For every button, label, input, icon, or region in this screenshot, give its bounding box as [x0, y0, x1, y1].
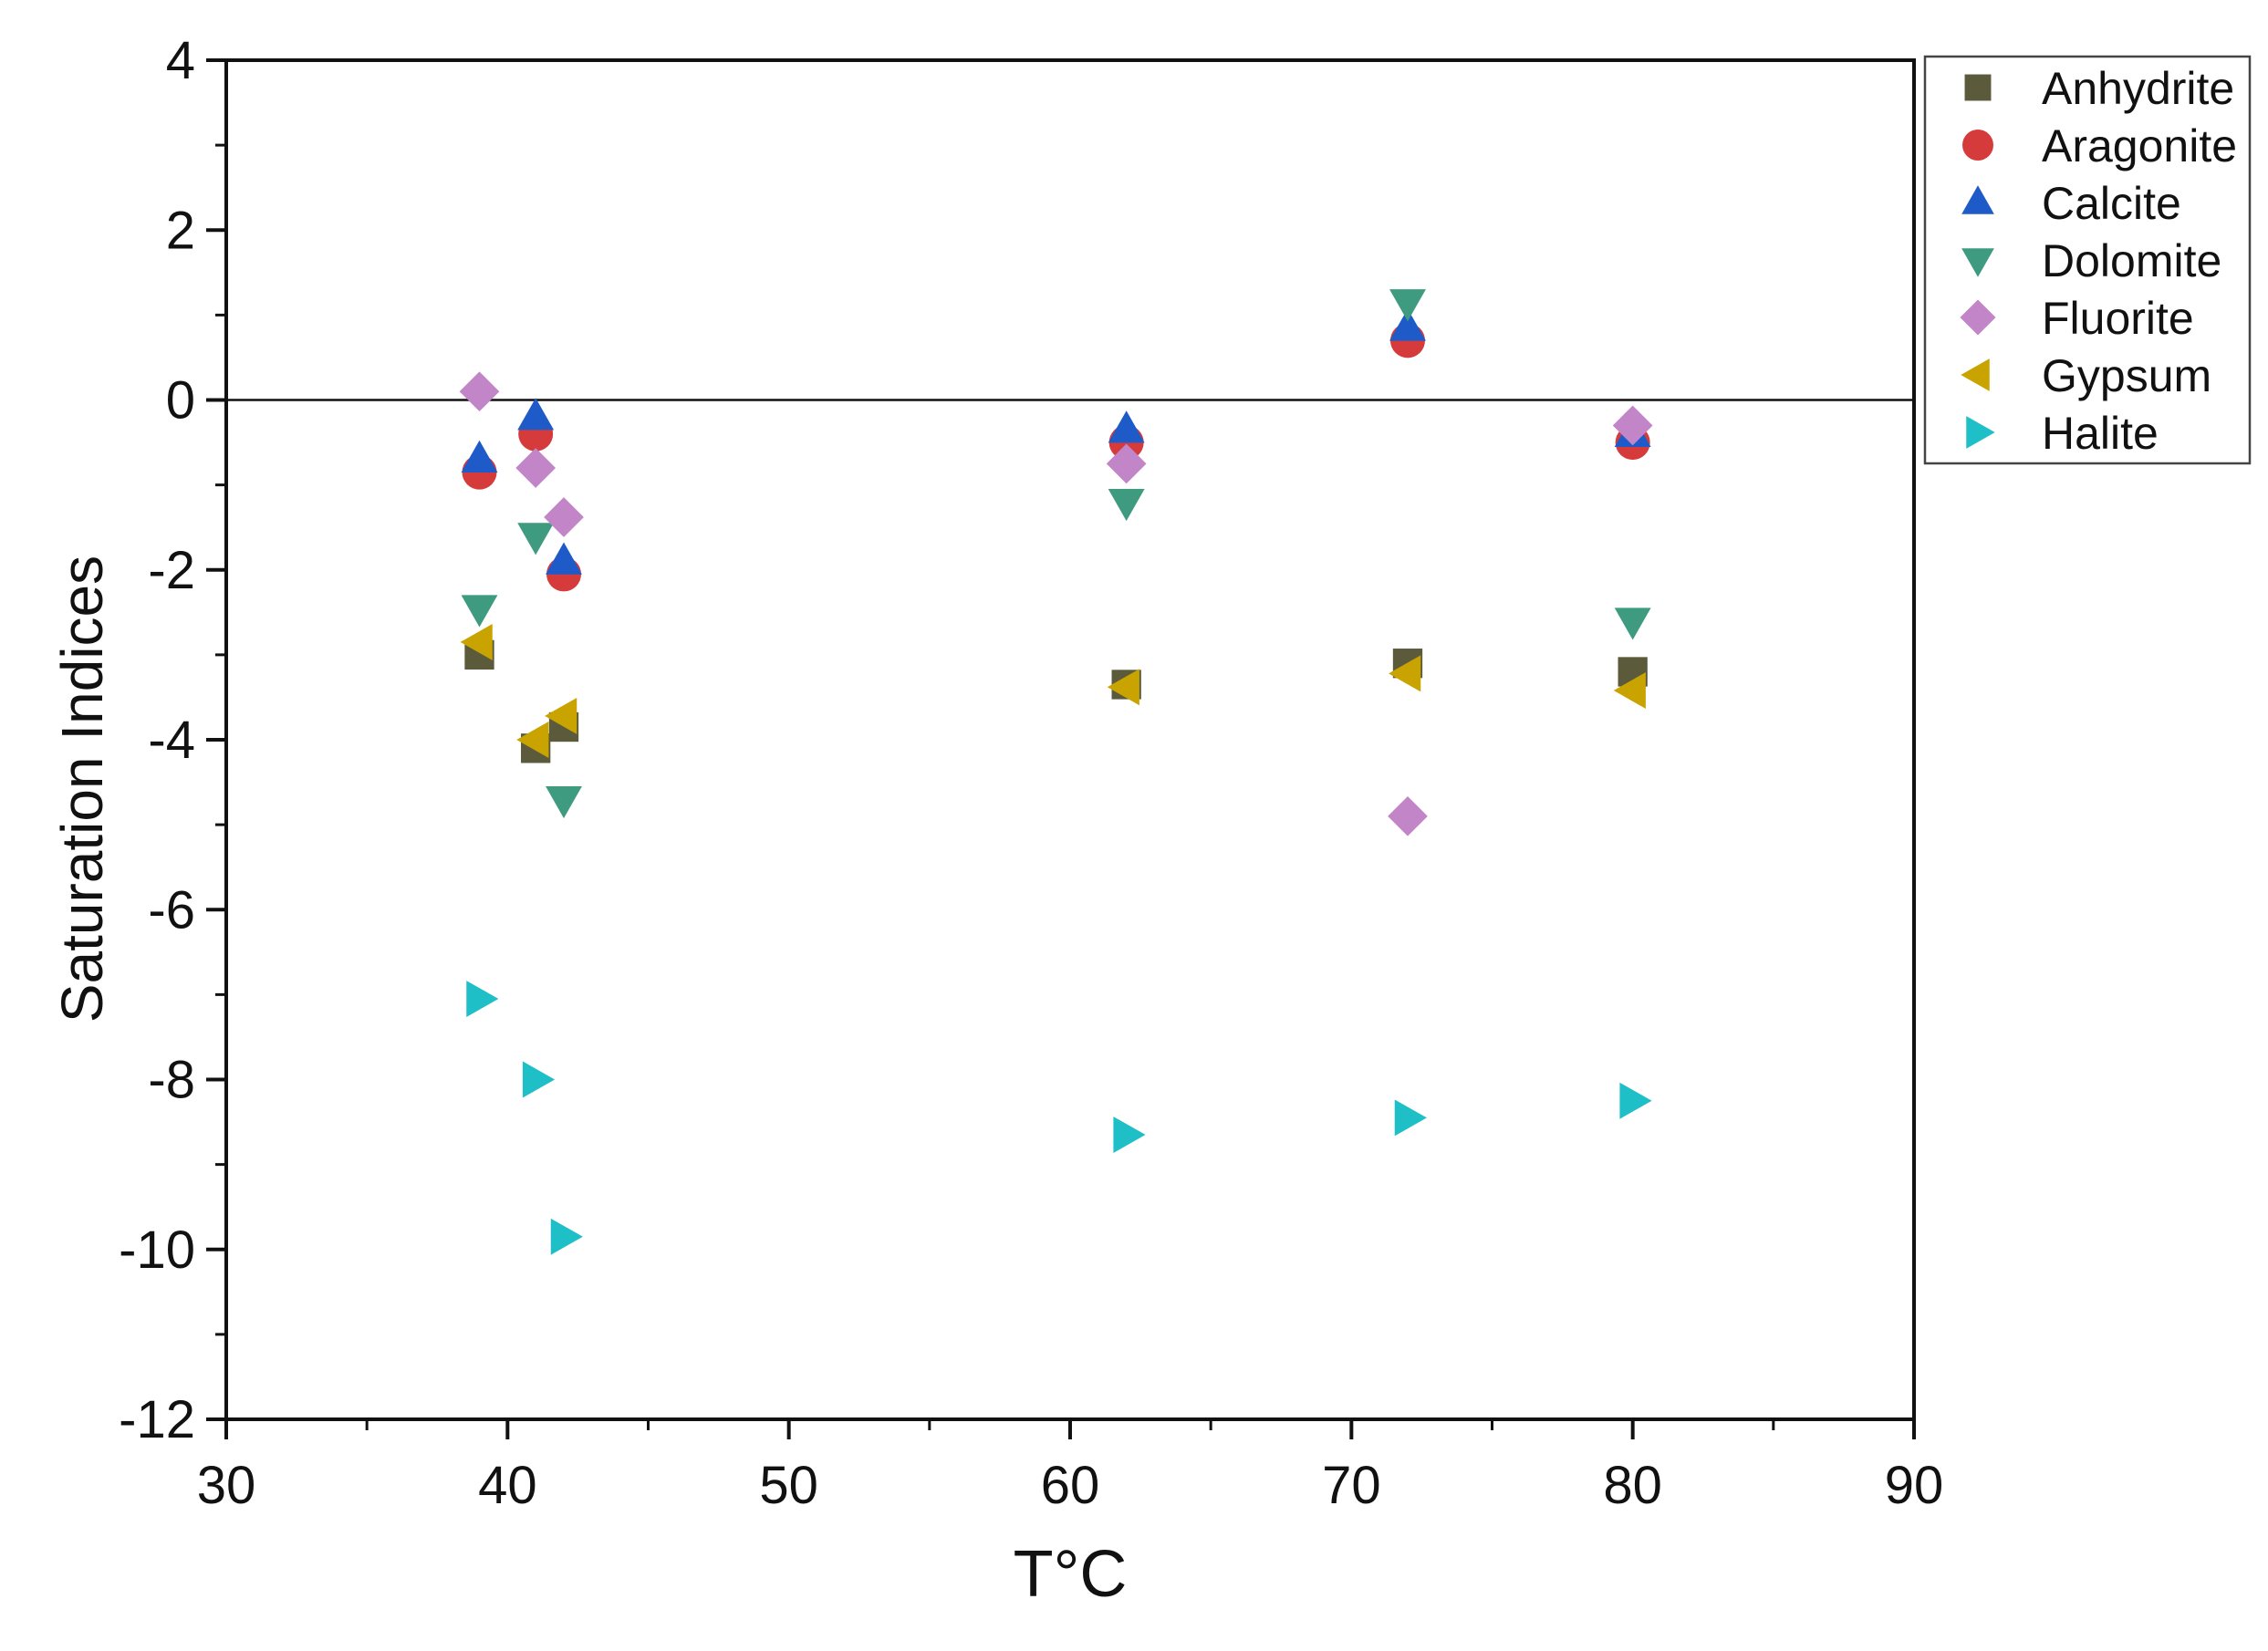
y-tick-label: 2: [166, 201, 195, 260]
dolomite-point: [1614, 607, 1651, 640]
legend-marker-calcite: [1961, 185, 1994, 214]
dolomite-point: [1108, 489, 1145, 522]
calcite-point: [1389, 308, 1426, 341]
legend-label-dolomite: Dolomite: [2042, 235, 2221, 286]
y-tick-label: -4: [148, 711, 195, 770]
legend-marker-fluorite: [1960, 299, 1996, 336]
x-tick-label: 50: [759, 1456, 818, 1515]
y-tick-label: -8: [148, 1051, 195, 1110]
data-points: [459, 289, 1653, 1255]
halite-point: [1394, 1099, 1427, 1137]
x-axis-tick-labels: 30 40 50 60 70 80 90: [197, 1456, 1944, 1515]
dolomite-point: [1389, 289, 1426, 322]
gypsum-point: [1107, 669, 1139, 706]
x-tick-label: 60: [1041, 1456, 1100, 1515]
fluorite-point: [544, 497, 584, 537]
y-axis-tick-labels: -12 -10 -8 -6 -4 -2 0 2 4: [119, 31, 195, 1449]
dolomite-point: [461, 595, 498, 628]
legend-label-halite: Halite: [2042, 408, 2159, 459]
calcite-point: [1108, 410, 1145, 443]
fluorite-point: [1106, 443, 1147, 484]
x-axis-ticks: [224, 1419, 1916, 1439]
gypsum-point: [1389, 655, 1421, 692]
fluorite-point: [1612, 405, 1653, 446]
legend-label-anhydrite: Anhydrite: [2042, 63, 2234, 114]
halite-point: [1619, 1082, 1652, 1119]
x-tick-label: 70: [1322, 1456, 1381, 1515]
fluorite-point: [459, 371, 500, 412]
dolomite-point: [517, 523, 555, 556]
legend-label-aragonite: Aragonite: [2042, 120, 2237, 171]
legend-marker-gypsum: [1961, 358, 1990, 391]
fluorite-point: [1388, 795, 1428, 836]
legend-marker-dolomite: [1961, 248, 1994, 277]
legend-marker-aragonite: [1962, 130, 1993, 161]
halite-point: [1113, 1116, 1146, 1153]
y-axis-title: Saturation Indices: [49, 556, 115, 1023]
calcite-point: [517, 398, 555, 431]
gypsum-point: [545, 697, 577, 734]
calcite-point: [546, 542, 582, 575]
halite-point: [550, 1218, 583, 1255]
y-tick-label: -12: [119, 1390, 195, 1449]
gypsum-point: [516, 722, 549, 758]
x-axis-title: T°C: [1014, 1538, 1128, 1611]
fluorite-point: [515, 448, 557, 488]
y-axis-ticks: [206, 58, 226, 1421]
dolomite-point: [546, 785, 582, 819]
gypsum-point: [1613, 672, 1646, 709]
gypsum-point: [460, 623, 493, 660]
legend-label-gypsum: Gypsum: [2042, 350, 2211, 401]
x-tick-label: 30: [197, 1456, 256, 1515]
y-tick-label: -2: [148, 541, 195, 600]
legend: Anhydrite Aragonite Calcite Dolomite Fluorit…: [1923, 55, 2252, 465]
y-tick-label: 0: [166, 371, 195, 431]
legend-label-fluorite: Fluorite: [2042, 293, 2194, 344]
legend-label-calcite: Calcite: [2042, 178, 2181, 229]
y-tick-label: -10: [119, 1220, 195, 1280]
x-tick-label: 40: [478, 1456, 537, 1515]
halite-point: [466, 981, 499, 1017]
y-tick-label: 4: [166, 31, 195, 90]
legend-marker-halite: [1966, 416, 1995, 449]
legend-marker-anhydrite: [1964, 74, 1992, 101]
x-tick-label: 90: [1885, 1456, 1944, 1515]
calcite-point: [461, 440, 498, 472]
y-tick-label: -6: [148, 880, 195, 940]
x-tick-label: 80: [1603, 1456, 1662, 1515]
halite-point: [522, 1061, 556, 1098]
